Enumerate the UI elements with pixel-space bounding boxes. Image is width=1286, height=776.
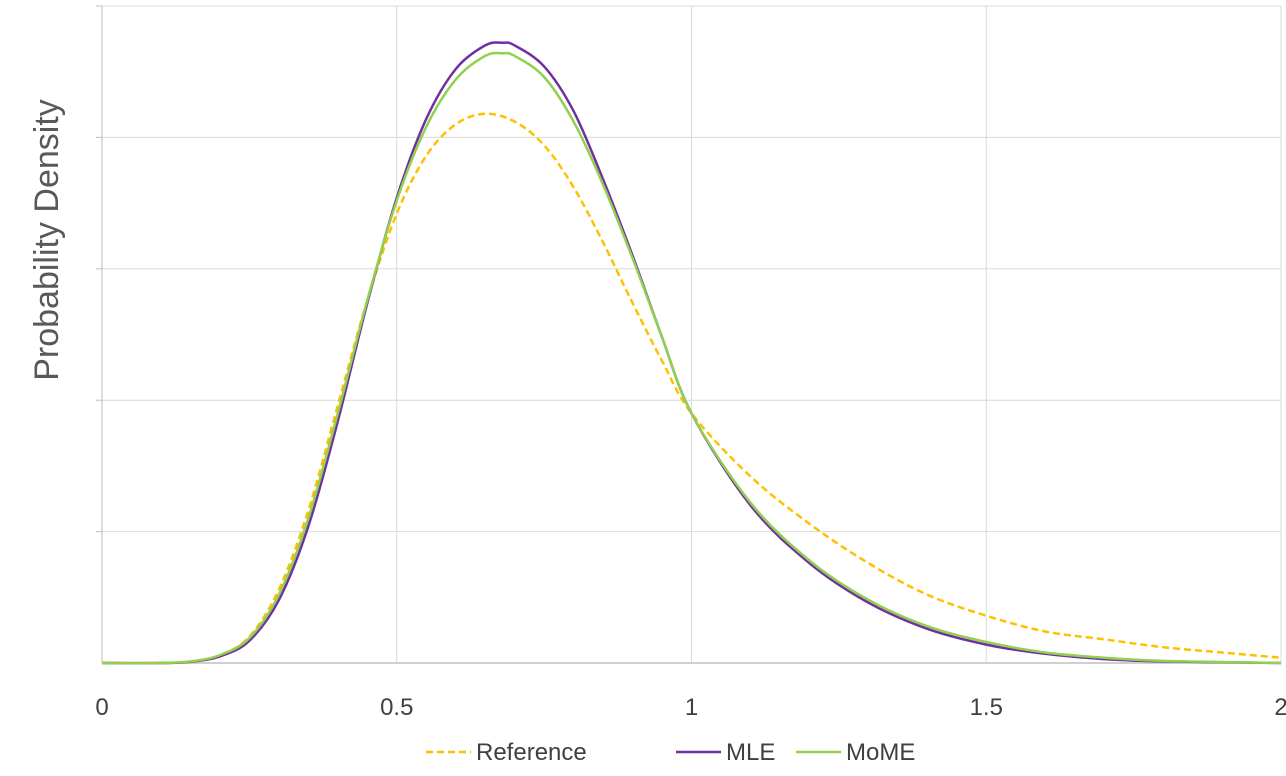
x-tick-label: 1	[685, 694, 698, 721]
legend-label-mle: MLE	[726, 739, 775, 766]
gridlines	[102, 5, 1282, 663]
x-tick-label: 1.5	[970, 694, 1003, 721]
x-tick-labels: 0 0.5 1 1.5 2	[95, 694, 1286, 721]
series-line-reference	[101, 112, 1282, 665]
y-axis-label: Probability Density	[28, 99, 66, 381]
legend: Reference MLE MoME	[426, 739, 915, 766]
legend-label-reference: Reference	[476, 739, 587, 766]
series-lines	[101, 41, 1282, 665]
axes	[96, 5, 1281, 664]
legend-label-mome: MoME	[846, 739, 915, 766]
x-tick-label: 0.5	[380, 694, 413, 721]
series-line-mome	[101, 51, 1282, 665]
x-tick-label: 0	[95, 694, 108, 721]
x-tick-label: 2	[1274, 694, 1286, 721]
series-line-mle	[101, 41, 1282, 665]
